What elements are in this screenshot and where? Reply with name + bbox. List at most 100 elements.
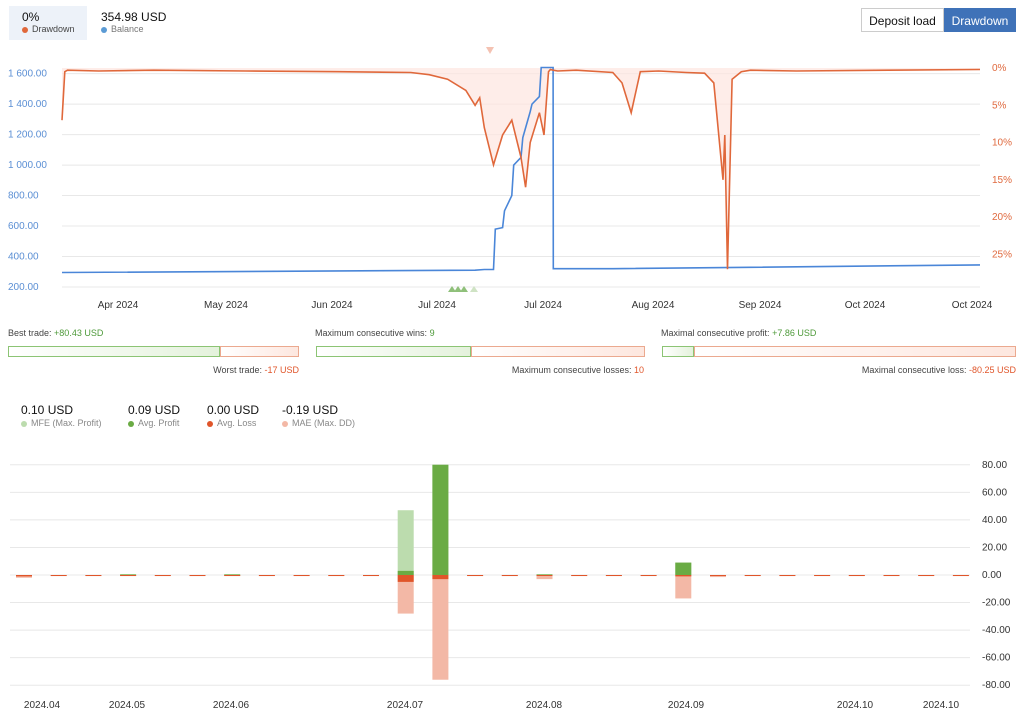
bar-y-tick-label: -80.00: [982, 680, 1011, 691]
balance-label: Balance: [111, 24, 144, 34]
loss-bar: [467, 575, 484, 576]
deposit-load-button[interactable]: Deposit load: [861, 8, 944, 32]
drawdown-label: Drawdown: [32, 24, 75, 34]
avg-profit-value: 0.09 USD: [128, 403, 181, 417]
drawdown-button[interactable]: Drawdown: [944, 8, 1016, 32]
loss-bar: [605, 575, 622, 576]
trade-marker: [454, 286, 462, 292]
left-tick-label: 400.00: [8, 252, 39, 263]
drawdown-area: [62, 68, 980, 270]
mae-label: MAE (Max. DD): [292, 418, 355, 428]
mae-bar: [675, 575, 692, 599]
max-profit-value: +7.86 USD: [772, 328, 817, 338]
bar-y-tick-label: 60.00: [982, 487, 1007, 498]
mae-bar: [432, 575, 449, 680]
best-worst-bar: [8, 346, 299, 357]
loss-bar: [501, 575, 518, 576]
right-axis: 0% 5% 10% 15% 20% 25%: [992, 63, 1012, 260]
x-tick-label: Jul 2024: [418, 300, 456, 311]
max-loss: Maximal consecutive loss: -80.25 USD: [862, 365, 1016, 375]
left-tick-label: 800.00: [8, 191, 39, 202]
profit-bar: [536, 574, 553, 576]
bar-y-tick-label: -40.00: [982, 625, 1011, 636]
worst-trade-label: Worst trade:: [213, 365, 262, 375]
avg-profit-label: Avg. Profit: [138, 418, 180, 428]
bar-y-tick-label: 0.00: [982, 570, 1002, 581]
right-tick-label: 20%: [992, 212, 1012, 223]
loss-bar: [120, 575, 137, 576]
balance-line: [61, 66, 981, 274]
max-wins-label: Maximum consecutive wins:: [315, 328, 428, 338]
best-trade-label: Best trade:: [8, 328, 52, 338]
left-tick-label: 200.00: [8, 282, 39, 293]
loss-bar: [675, 575, 692, 577]
max-losses: Maximum consecutive losses: 10: [512, 365, 644, 375]
profit-bar: [224, 574, 241, 576]
loss-bar: [883, 575, 900, 576]
bar-x-tick-label: 2024.10: [837, 700, 874, 711]
bar-y-tick-label: 20.00: [982, 542, 1007, 553]
loss-bar: [363, 575, 379, 576]
trade-marker: [448, 286, 456, 292]
bar-y-axis: 80.00 60.00 40.00 20.00 0.00 -20.00 -40.00 -60.…: [982, 460, 1011, 691]
loss-bar: [293, 575, 310, 576]
loss-bar: [536, 575, 553, 576]
x-tick-label: Jul 2024: [524, 300, 562, 311]
worst-trade-value: -17 USD: [264, 365, 299, 375]
max-wins-value: 9: [429, 328, 435, 338]
avg-profit-dot: [128, 420, 134, 427]
max-loss-label: Maximal consecutive loss:: [861, 365, 967, 375]
bar-x-tick-label: 2024.09: [668, 700, 705, 711]
trade-marker: [460, 286, 468, 292]
balance-value: 354.98 USD: [101, 10, 167, 24]
max-profit: Maximal consecutive profit: +7.86 USD: [661, 328, 816, 338]
bar-y-tick-label: 80.00: [982, 460, 1007, 471]
bar-y-tick-label: 40.00: [982, 515, 1007, 526]
profit-bar: [432, 464, 449, 575]
profit-bar: [397, 570, 414, 575]
left-axis: 1 600.00 1 400.00 1 200.00 1 000.00 800.00 60…: [8, 69, 47, 293]
max-losses-value: 10: [633, 365, 644, 375]
bar-x-tick-label: 2024.06: [213, 700, 250, 711]
loss-bar: [710, 575, 726, 576]
wins-losses-bar: [316, 346, 645, 357]
mae-value: -0.19 USD: [282, 403, 339, 417]
avg-loss-value: 0.00 USD: [207, 403, 260, 417]
profit-bar: [675, 562, 692, 575]
loss-bar: [328, 575, 345, 576]
trade-markers: [448, 47, 494, 292]
loss-bar: [744, 575, 761, 576]
balance-dot: [101, 26, 107, 33]
bar-x-tick-label: 2024.04: [24, 700, 61, 711]
drawdown-line: [61, 68, 981, 270]
x-tick-label: Apr 2024: [98, 300, 139, 311]
bar-red-part: [220, 346, 299, 357]
mae-dot: [282, 420, 288, 427]
avg-loss-label: Avg. Loss: [217, 418, 257, 428]
profit-bar: [120, 574, 137, 576]
trade-stats-chart: 80.00 60.00 40.00 20.00 0.00 -20.00 -40.00 -60.…: [10, 460, 1011, 711]
loss-bar: [432, 575, 449, 580]
loss-bar: [16, 575, 32, 577]
bar-x-tick-label: 2024.07: [387, 700, 424, 711]
bar-red-part: [693, 346, 1016, 357]
mfe-label: MFE (Max. Profit): [31, 418, 102, 428]
balance-legend: Balance: [101, 24, 144, 34]
max-profit-label: Maximal consecutive profit:: [661, 328, 770, 338]
x-tick-label: May 2024: [204, 300, 248, 311]
right-tick-label: 10%: [992, 138, 1012, 149]
loss-bar: [779, 575, 796, 576]
bar-green-part: [662, 346, 694, 357]
bar-x-tick-label: 2024.05: [109, 700, 146, 711]
left-tick-label: 1 400.00: [8, 99, 47, 110]
loss-bar: [154, 575, 171, 576]
avg-profit-legend: Avg. Profit: [128, 418, 179, 428]
avg-loss-dot: [207, 420, 213, 427]
max-losses-label: Maximum consecutive losses:: [511, 365, 632, 375]
x-tick-label: Sep 2024: [739, 300, 782, 311]
loss-bar: [85, 575, 102, 576]
balance-drawdown-chart: 1 600.00 1 400.00 1 200.00 1 000.00 800.00 60…: [8, 47, 1012, 311]
right-tick-label: 15%: [992, 175, 1012, 186]
bar-green-part: [316, 346, 471, 357]
drawdown-marker: [486, 47, 494, 54]
